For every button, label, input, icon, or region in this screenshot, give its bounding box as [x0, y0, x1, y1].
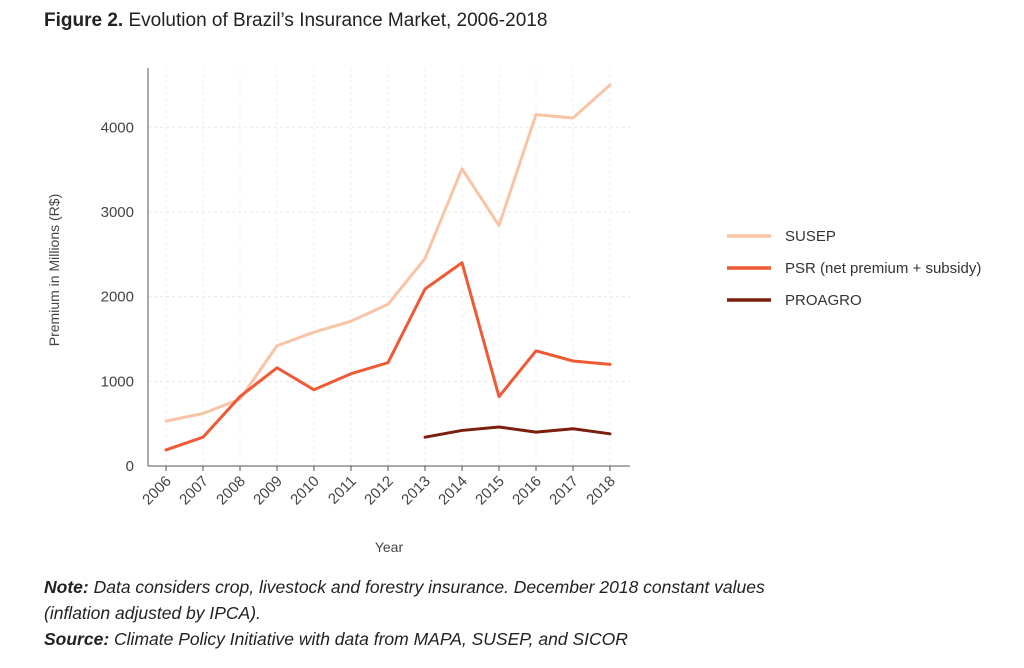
legend-label: SUSEP [785, 228, 836, 245]
figure-title: Figure 2. Evolution of Brazil’s Insuranc… [44, 10, 547, 32]
x-tick-label: 2018 [583, 473, 619, 509]
series-line-susep [164, 83, 612, 423]
x-tick-label: 2014 [435, 473, 471, 509]
x-tick-label: 2016 [509, 473, 545, 509]
x-axis-title: Year [375, 539, 404, 555]
legend: SUSEP PSR (net premium + subsidy) PROAGRO [727, 228, 981, 309]
y-tick-label: 2000 [101, 289, 134, 306]
y-tick-label: 4000 [101, 119, 134, 136]
y-tick-label: 3000 [101, 204, 134, 221]
legend-label: PROAGRO [785, 292, 862, 309]
x-ticks: 2006 2007 2008 2009 2010 2011 2012 2013 2014 2015… [139, 466, 619, 508]
grid [148, 68, 630, 466]
y-axis-title: Premium in Millions (R$) [46, 194, 62, 346]
figure-label: Figure 2. [44, 10, 124, 31]
series-line-psr [164, 261, 612, 452]
figure-title-text: Evolution of Brazil’s Insurance Market, … [128, 10, 548, 31]
x-tick-label: 2017 [546, 473, 582, 509]
source-line: Source: Climate Policy Initiative with d… [44, 626, 765, 652]
y-tick-label: 0 [126, 458, 134, 475]
x-tick-label: 2009 [250, 473, 286, 509]
y-tick-label: 1000 [101, 373, 134, 390]
legend-label: PSR (net premium + subsidy) [785, 260, 981, 277]
x-tick-label: 2006 [139, 473, 175, 509]
x-tick-label: 2012 [361, 473, 397, 509]
notes: Note: Data considers crop, livestock and… [44, 574, 765, 652]
source-text: Climate Policy Initiative with data from… [114, 629, 628, 649]
series-line-proagro [423, 425, 612, 439]
series-lines [164, 83, 612, 452]
axes [147, 68, 630, 467]
x-tick-label: 2015 [472, 473, 508, 509]
note-text: Data considers crop, livestock and fores… [93, 577, 765, 597]
x-tick-label: 2011 [325, 473, 360, 508]
note-line: Note: Data considers crop, livestock and… [44, 574, 765, 600]
y-ticks: 0 1000 2000 3000 4000 [101, 119, 134, 475]
x-tick-label: 2008 [213, 473, 249, 509]
note-line-2: (inflation adjusted by IPCA). [44, 603, 261, 623]
x-tick-label: 2010 [287, 473, 323, 509]
x-tick-label: 2013 [398, 473, 434, 509]
note-label: Note: [44, 577, 89, 597]
x-tick-label: 2007 [176, 473, 212, 509]
source-label: Source: [44, 629, 110, 649]
